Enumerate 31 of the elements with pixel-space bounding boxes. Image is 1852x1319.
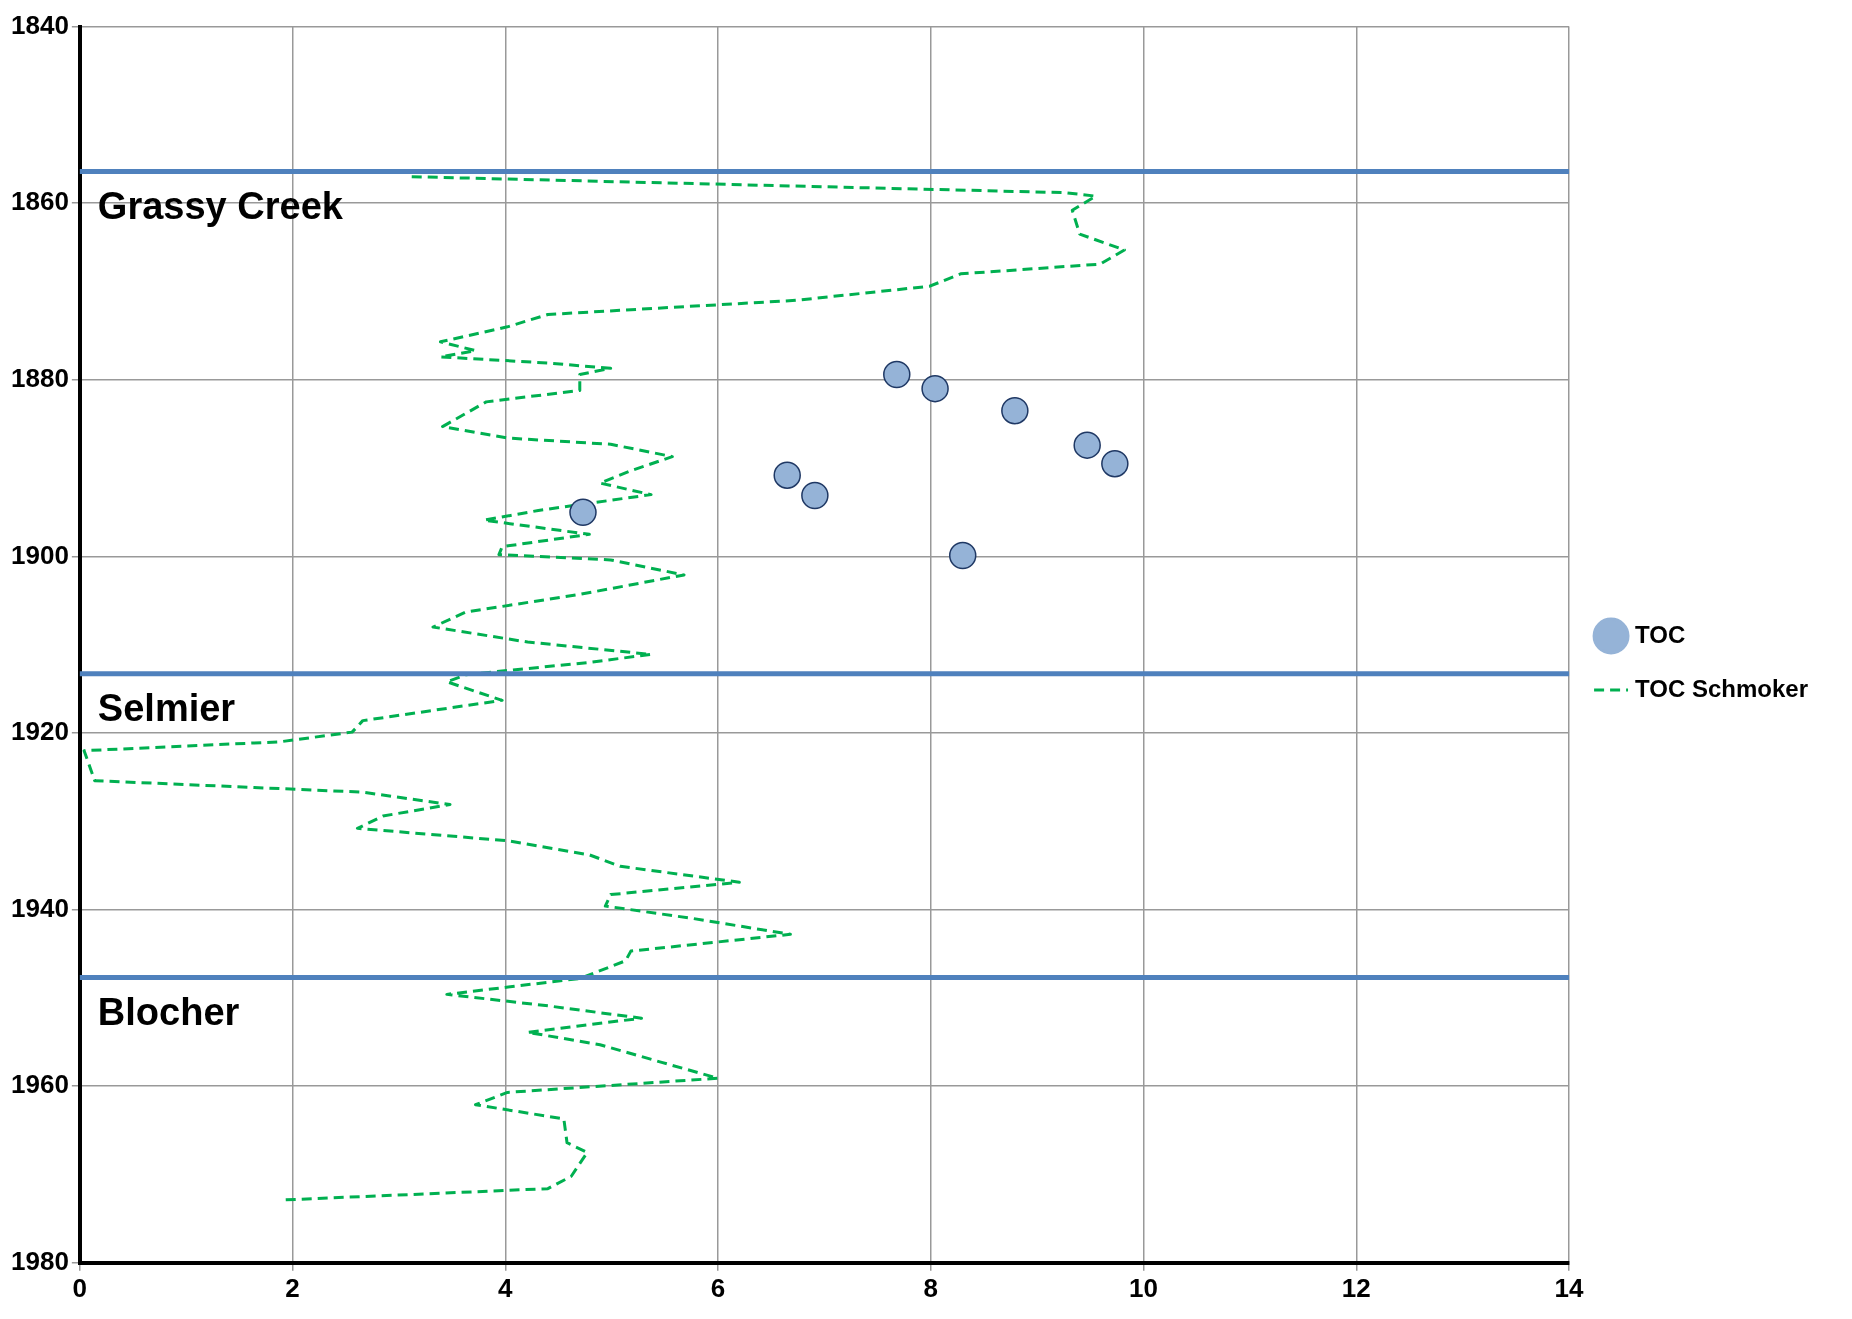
point bbox=[569, 498, 597, 526]
x-tick-label: 10 bbox=[1129, 1272, 1159, 1303]
y-tick-label: 1840 bbox=[11, 9, 69, 40]
ref-line-label: Blocher bbox=[97, 991, 240, 1034]
x-tick-label: 4 bbox=[498, 1272, 514, 1303]
y-tick-label: 1980 bbox=[11, 1245, 69, 1276]
legend-label: TOC Schmoker bbox=[1635, 674, 1809, 702]
y-tick-label: 1860 bbox=[11, 186, 69, 217]
y-tick-label: 1920 bbox=[11, 716, 69, 747]
point bbox=[948, 541, 977, 570]
x-tick-label: 0 bbox=[72, 1272, 88, 1303]
line-series bbox=[82, 175, 1126, 1202]
x-tick-label: 14 bbox=[1554, 1272, 1585, 1303]
point bbox=[1101, 449, 1129, 478]
y-tick-label: 1940 bbox=[11, 892, 69, 923]
point bbox=[1001, 396, 1029, 425]
x-tick-label: 6 bbox=[710, 1272, 726, 1303]
point bbox=[883, 360, 911, 389]
x-tick-label: 8 bbox=[923, 1272, 939, 1303]
ref-line-label: Selmier bbox=[97, 687, 236, 730]
y-tick-label: 1900 bbox=[11, 539, 69, 570]
y-tick-label: 1960 bbox=[11, 1069, 69, 1100]
point bbox=[921, 374, 949, 403]
point bbox=[773, 461, 801, 489]
legend-label: TOC bbox=[1635, 620, 1686, 648]
x-tick-label: 2 bbox=[285, 1272, 300, 1303]
x-tick-label: 12 bbox=[1341, 1272, 1371, 1303]
point bbox=[801, 481, 829, 510]
ref-line-label: Grassy Creek bbox=[97, 184, 344, 227]
point bbox=[1073, 431, 1101, 459]
y-tick-label: 1880 bbox=[11, 362, 69, 393]
